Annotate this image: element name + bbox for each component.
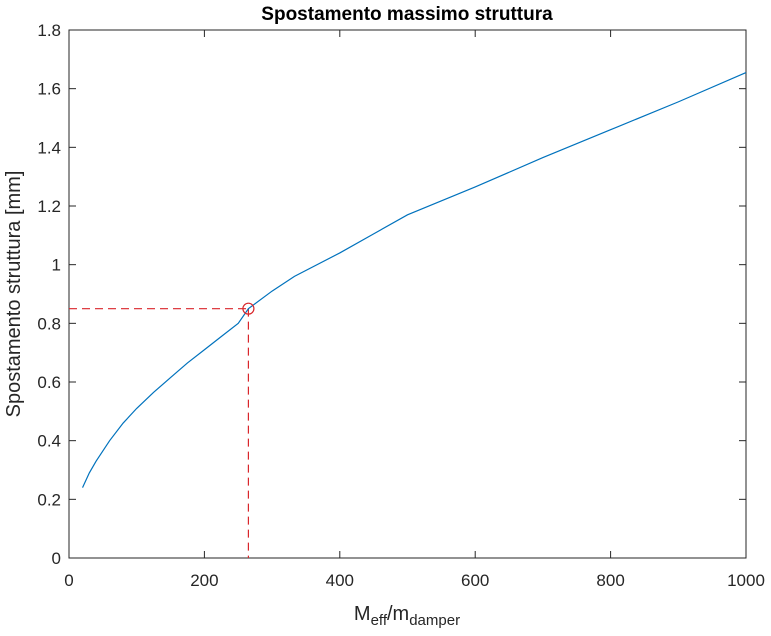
x-axis-label-separator: /m <box>387 603 409 625</box>
series-layer <box>81 71 747 488</box>
x-tick-label: 600 <box>461 571 489 590</box>
x-tick-label: 1000 <box>727 571 765 590</box>
y-tick-label: 0.4 <box>37 432 61 451</box>
y-tick-label: 1.2 <box>37 197 61 216</box>
y-tick-label: 0.2 <box>37 490 61 509</box>
series-line <box>81 71 747 488</box>
y-axis-ticks: 0 0.2 0.4 0.6 0.8 1 1.2 1.4 1.6 1.8 <box>37 21 746 568</box>
marker-layer <box>242 302 255 315</box>
y-tick-label: 0.8 <box>37 314 61 333</box>
y-tick-label: 1.6 <box>37 80 61 99</box>
x-tick-label: 200 <box>190 571 218 590</box>
reference-lines <box>69 308 250 558</box>
x-tick-label: 0 <box>64 571 73 590</box>
y-tick-label: 1.4 <box>37 138 61 157</box>
x-axis-label-sub-eff: eff <box>371 612 388 629</box>
axes-box <box>68 29 747 559</box>
highlight-marker <box>242 302 255 315</box>
x-axis-label-main: M <box>354 603 371 625</box>
y-tick-label: 1 <box>52 256 61 275</box>
y-tick-label: 1.8 <box>37 21 61 40</box>
y-tick-label: 0.6 <box>37 373 61 392</box>
x-tick-label: 400 <box>326 571 354 590</box>
y-tick-label: 0 <box>52 549 61 568</box>
chart-title: Spostamento massimo struttura <box>261 4 553 25</box>
x-axis-label-sub-damper: damper <box>409 612 460 629</box>
x-tick-label: 800 <box>596 571 624 590</box>
x-axis-ticks: 0 200 400 600 800 1000 <box>64 30 765 590</box>
x-axis-label: Meff/mdamper <box>354 603 460 629</box>
y-axis-label: Spostamento struttura [mm] <box>3 171 25 418</box>
plot-area <box>68 29 747 559</box>
